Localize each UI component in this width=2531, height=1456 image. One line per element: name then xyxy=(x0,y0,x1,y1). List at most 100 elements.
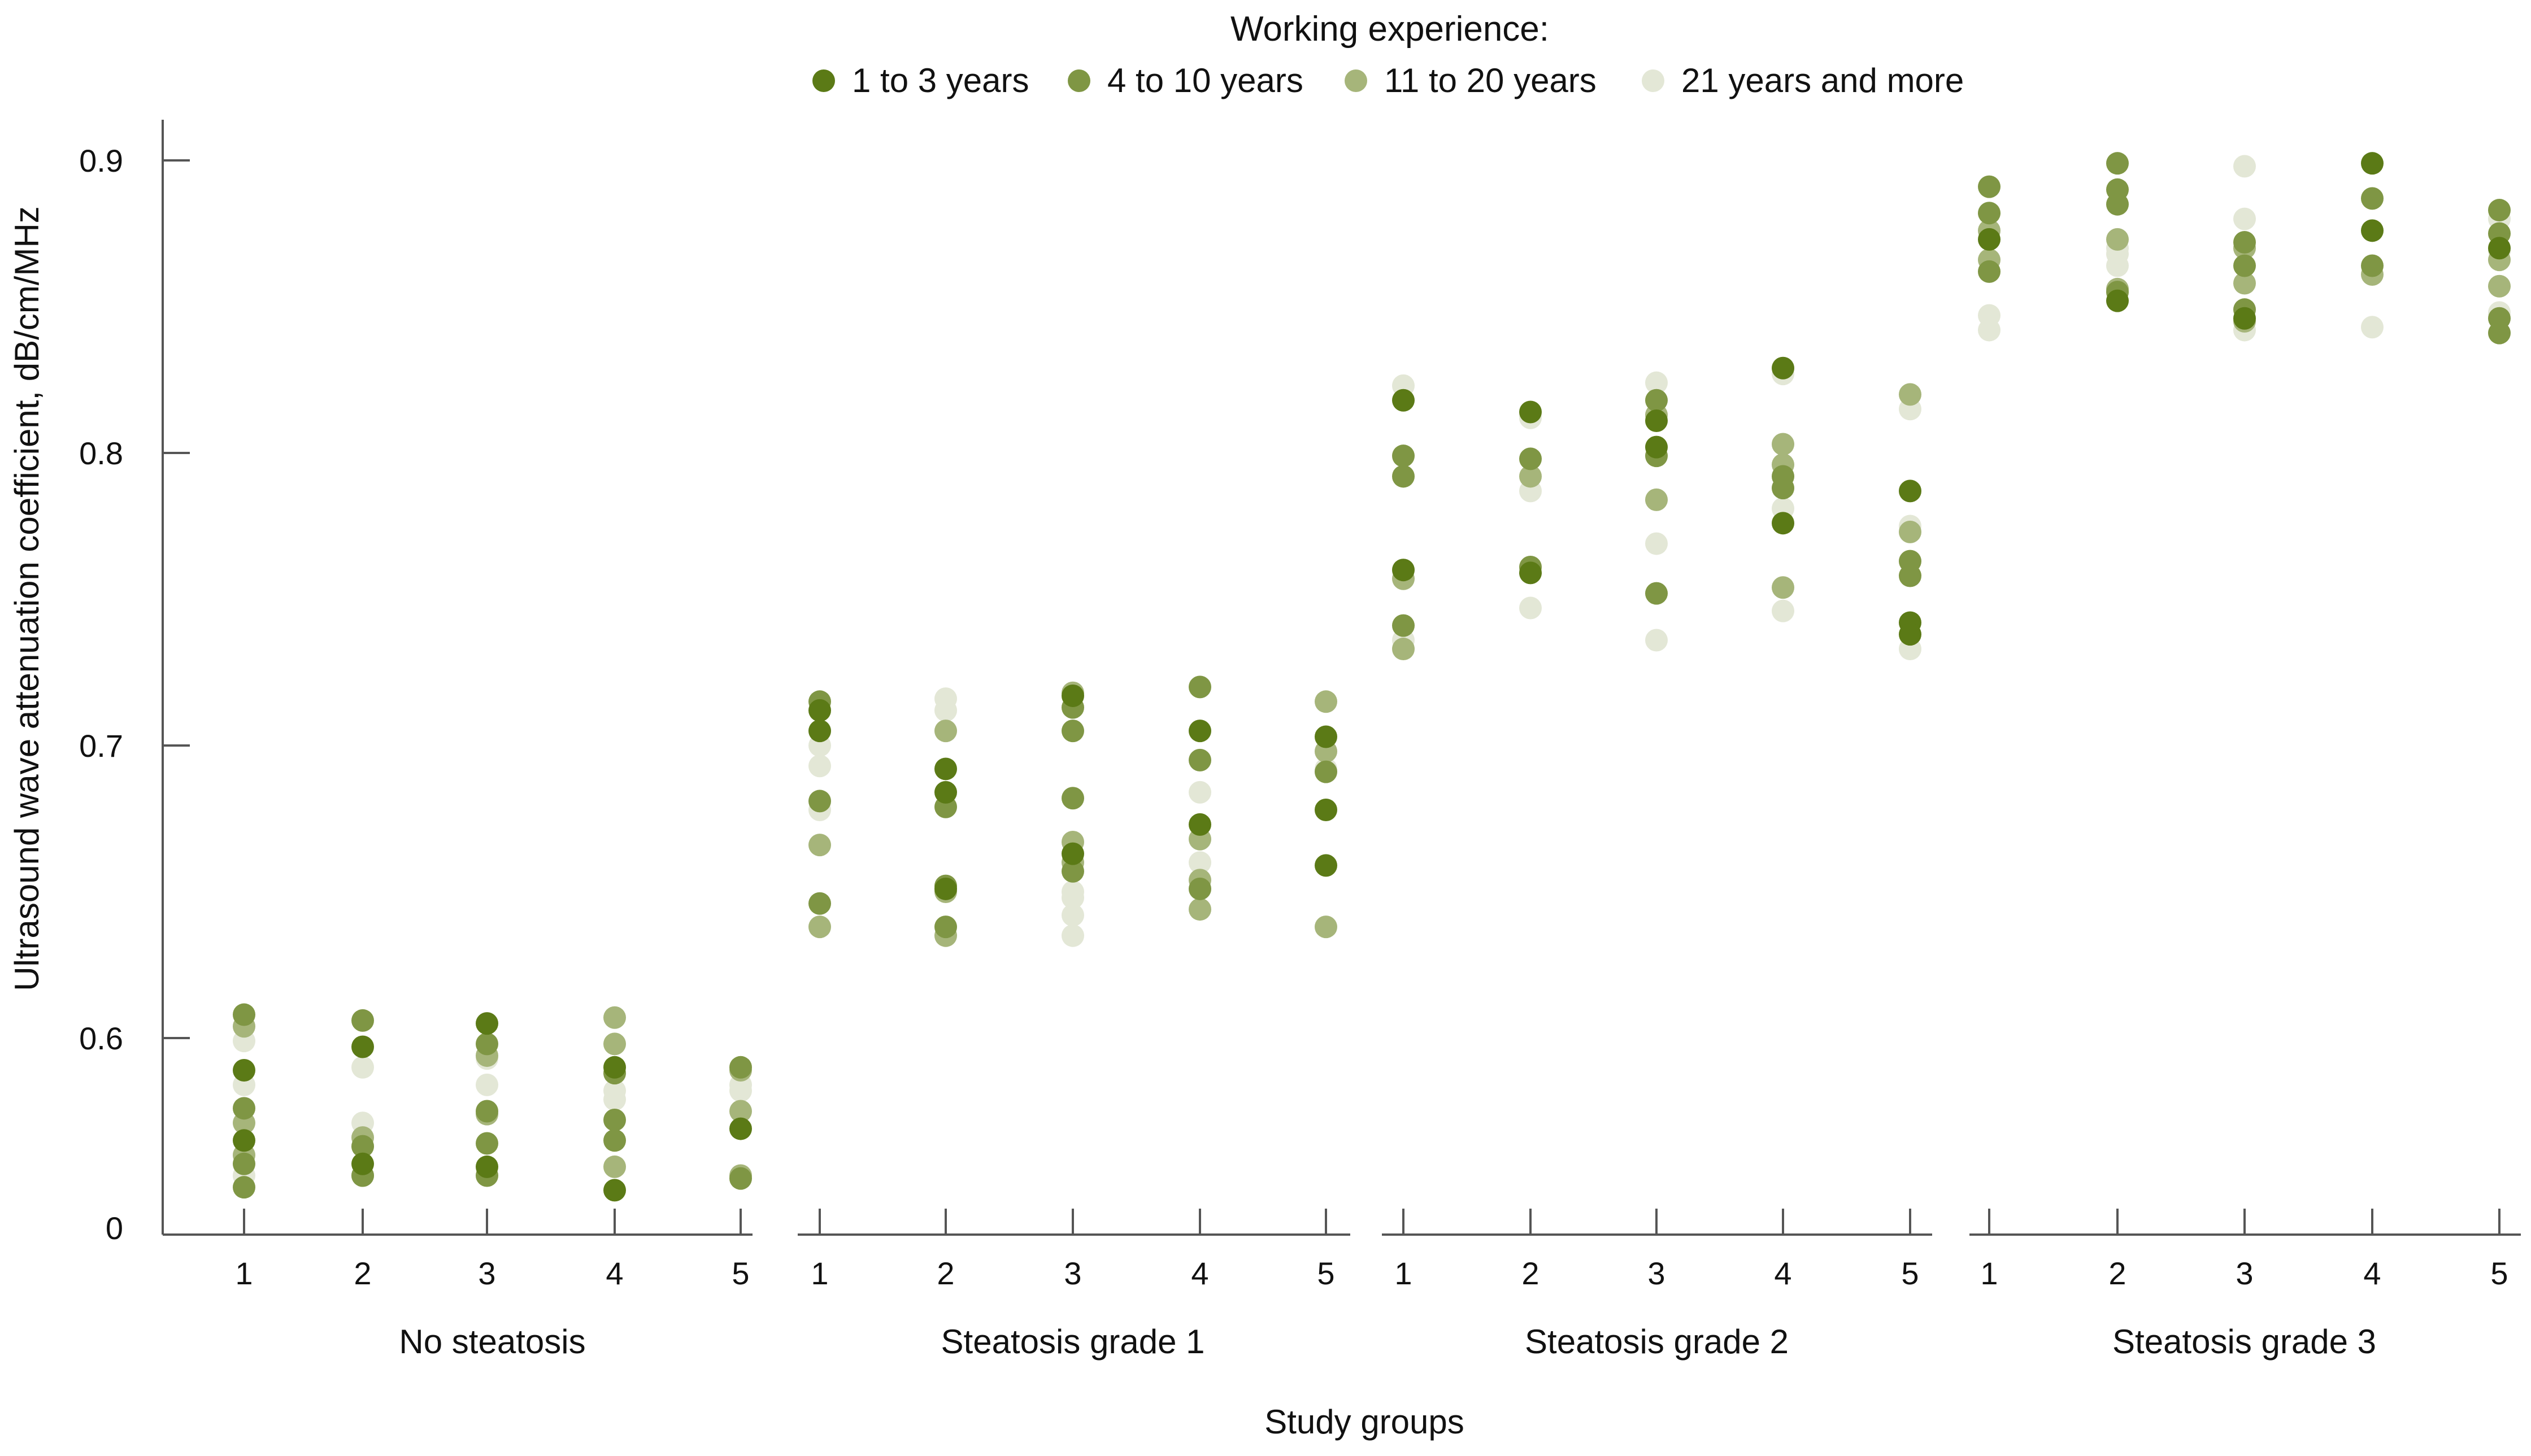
panel: 1 2 3 4 5 Steatosis grade 2 xyxy=(1382,1209,1932,1361)
x-tick-label: 5 xyxy=(2490,1256,2508,1291)
data-point xyxy=(233,1097,255,1120)
x-tick-label: 1 xyxy=(1980,1256,1998,1291)
data-point xyxy=(603,1109,626,1132)
data-point xyxy=(1392,614,1415,637)
data-point xyxy=(2361,316,2384,339)
legend-swatch xyxy=(1068,69,1090,92)
data-point xyxy=(808,755,831,778)
data-point xyxy=(2233,272,2256,295)
data-point xyxy=(2106,152,2129,175)
data-point xyxy=(2361,152,2384,175)
data-point xyxy=(934,757,957,781)
data-point xyxy=(934,781,957,804)
data-point xyxy=(934,916,957,939)
data-point xyxy=(1062,720,1084,743)
data-point xyxy=(2233,231,2256,254)
data-point xyxy=(1315,760,1337,783)
legend-item: 4 to 10 years xyxy=(1068,62,1303,99)
legend-item: 1 to 3 years xyxy=(812,62,1029,99)
data-point xyxy=(1315,916,1337,939)
panel-label: Steatosis grade 3 xyxy=(2112,1323,2376,1361)
x-tick-label: 5 xyxy=(1317,1256,1334,1291)
data-point xyxy=(1899,623,1921,646)
data-point xyxy=(1392,559,1415,582)
y-tick-label: 0.6 xyxy=(79,1021,123,1056)
data-point xyxy=(351,1035,374,1058)
data-point xyxy=(1645,389,1668,412)
panel: 1 2 3 4 5 Steatosis grade 1 xyxy=(798,1209,1350,1361)
x-tick-label: 4 xyxy=(2363,1256,2381,1291)
data-point xyxy=(934,699,957,722)
data-point xyxy=(1315,725,1337,748)
data-point xyxy=(1645,629,1668,652)
panel-label: Steatosis grade 1 xyxy=(941,1323,1205,1361)
x-tick-label: 1 xyxy=(1394,1256,1412,1291)
data-point xyxy=(1645,409,1668,433)
data-point xyxy=(808,916,831,939)
data-point xyxy=(934,720,957,743)
x-tick-label: 1 xyxy=(235,1256,253,1291)
data-point xyxy=(1519,447,1542,470)
data-point xyxy=(1978,202,2001,225)
x-tick-label: 2 xyxy=(937,1256,954,1291)
data-point xyxy=(1189,720,1211,743)
data-point xyxy=(729,1056,752,1079)
data-point xyxy=(1645,488,1668,511)
legend: Working experience: 1 to 3 years 4 to 10 … xyxy=(812,10,1964,99)
data-point xyxy=(1772,356,1794,380)
data-point xyxy=(2488,307,2511,330)
legend-label: 21 years and more xyxy=(1681,62,1964,99)
data-point xyxy=(1772,433,1794,456)
data-point xyxy=(2233,254,2256,277)
data-point xyxy=(1189,877,1211,900)
data-point xyxy=(1315,854,1337,877)
data-point xyxy=(351,1009,374,1032)
data-point xyxy=(233,1003,255,1026)
data-points xyxy=(233,152,2511,1202)
data-point xyxy=(1315,690,1337,713)
data-point xyxy=(603,1056,626,1079)
data-point xyxy=(2106,289,2129,312)
series-3 xyxy=(233,219,2511,1187)
y-axis: 0.6 0.7 0.8 0.9 0 xyxy=(79,120,190,1246)
data-point xyxy=(1645,582,1668,605)
x-tick-label: 5 xyxy=(732,1256,749,1291)
data-point xyxy=(1978,319,2001,342)
panel-label: Steatosis grade 2 xyxy=(1525,1323,1789,1361)
data-point xyxy=(1899,479,1921,503)
data-point xyxy=(2233,307,2256,330)
data-point xyxy=(2106,228,2129,251)
panel: 1 2 3 4 5 No steatosis xyxy=(163,1209,753,1361)
data-point xyxy=(476,1155,498,1178)
data-point xyxy=(233,1058,255,1082)
data-point xyxy=(1392,638,1415,661)
data-point xyxy=(476,1100,498,1123)
y-axis-title: Ultrasound wave attenuation coefficient,… xyxy=(8,206,46,991)
data-point xyxy=(2361,254,2384,277)
data-point xyxy=(1189,851,1211,874)
x-tick-label: 3 xyxy=(1647,1256,1665,1291)
x-tick-label: 3 xyxy=(1064,1256,1081,1291)
data-point xyxy=(476,1073,498,1096)
data-point xyxy=(603,1088,626,1111)
legend-swatch xyxy=(812,69,835,92)
data-point xyxy=(233,1152,255,1175)
series-1 xyxy=(233,152,2511,1202)
data-point xyxy=(1189,675,1211,699)
legend-title: Working experience: xyxy=(1230,10,1549,49)
data-point xyxy=(1899,383,1921,406)
data-point xyxy=(1645,371,1668,394)
series-2 xyxy=(233,152,2511,1199)
data-point xyxy=(476,1032,498,1056)
data-point xyxy=(1772,512,1794,535)
series-4 xyxy=(233,155,2511,1187)
data-point xyxy=(808,699,831,722)
x-tick-label: 2 xyxy=(2108,1256,2126,1291)
data-point xyxy=(1772,599,1794,622)
data-point xyxy=(1519,465,1542,488)
x-tick-label: 3 xyxy=(2236,1256,2253,1291)
y-origin-label: 0 xyxy=(106,1210,123,1246)
data-point xyxy=(476,1132,498,1155)
data-point xyxy=(603,1179,626,1202)
